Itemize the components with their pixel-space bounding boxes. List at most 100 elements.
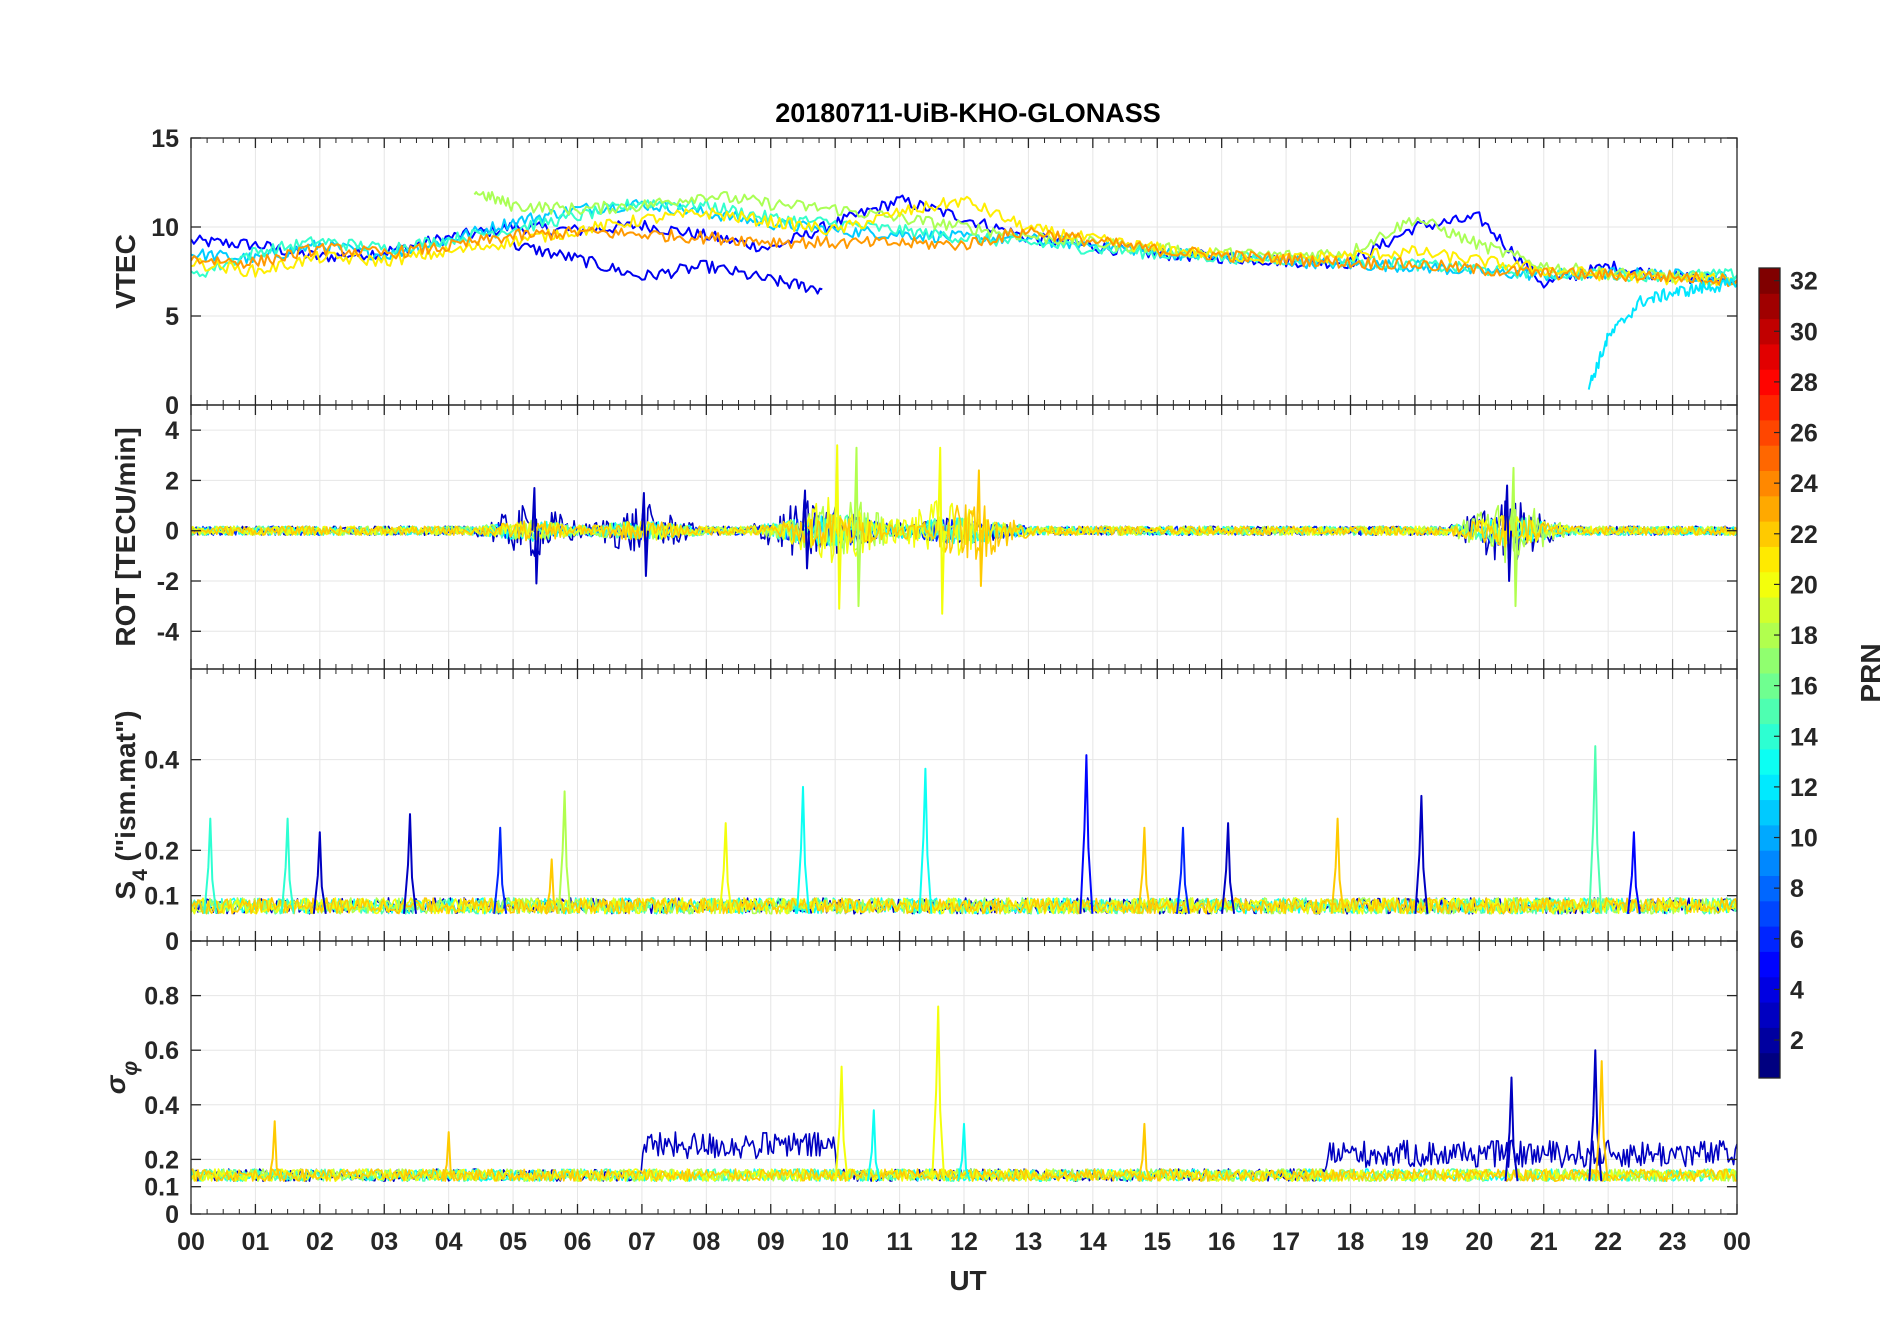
sigma-peak-2 <box>834 1065 849 1182</box>
y-tick-label: 4 <box>165 417 179 445</box>
colorbar-segment <box>1759 774 1780 801</box>
plot-area <box>191 745 1737 915</box>
colorbar-segment <box>1759 419 1780 446</box>
x-tick-label: 22 <box>1594 1228 1622 1256</box>
y-tick-label: 0.8 <box>144 983 179 1011</box>
axes: 00.10.2 0.4 0.6 0.8 <box>144 940 1738 1229</box>
x-tick-label: 05 <box>499 1228 527 1256</box>
vtec-series-prn-18 <box>473 191 1737 287</box>
x-tick-label: 20 <box>1465 1228 1493 1256</box>
y-tick-label: 0.1 <box>144 883 179 911</box>
s4-peak-17 <box>1626 831 1641 914</box>
colorbar-label: PRN <box>1855 643 1886 702</box>
sigma-series-prn-20 <box>191 1168 1737 1182</box>
colorbar-tick-label: 24 <box>1790 470 1818 498</box>
y-tick-label: 0 <box>165 1201 179 1229</box>
sigma-peak-7 <box>1504 1076 1519 1182</box>
x-tick-label: 04 <box>435 1228 463 1256</box>
rot-spike-7 <box>1510 466 1519 608</box>
sigma-series-prn-22 <box>191 1168 1737 1182</box>
rot-series-prn-20 <box>191 496 1737 564</box>
vtec-series-prn-22 <box>191 225 1737 288</box>
x-tick-label: 21 <box>1530 1228 1558 1256</box>
colorbar-segment <box>1759 976 1780 1003</box>
sigma-peak-5 <box>957 1122 971 1182</box>
s4-peak-7 <box>718 822 733 914</box>
colorbar-segment <box>1759 394 1780 421</box>
colorbar-segment <box>1759 647 1780 674</box>
x-tick-label: 18 <box>1337 1228 1365 1256</box>
rot-spike-3 <box>834 444 843 610</box>
rot-series-prn-22 <box>191 504 1737 560</box>
y-tick-label: 0.4 <box>144 747 179 775</box>
rot-spike-0 <box>531 487 540 585</box>
y-tick-label: -2 <box>157 568 179 596</box>
x-tick-label: 13 <box>1015 1228 1043 1256</box>
colorbar-segment <box>1759 698 1780 725</box>
s4-peak-2 <box>312 831 327 914</box>
x-tick-label: 01 <box>242 1228 270 1256</box>
rot-series-prn-18 <box>191 501 1737 564</box>
colorbar-tick-label: 18 <box>1790 622 1818 650</box>
s4-peak-9 <box>918 767 933 914</box>
y-axis-label: σφ <box>100 1061 142 1095</box>
colorbar-segment <box>1759 1052 1780 1079</box>
plot-area <box>191 191 1737 390</box>
colorbar-segment <box>1759 824 1780 851</box>
colorbar-tick-label: 30 <box>1790 318 1818 346</box>
axes: 0 0.1 0.2 0.4 <box>144 668 1738 956</box>
x-tick-label: 14 <box>1079 1228 1107 1256</box>
rot-spike-2 <box>802 489 810 570</box>
colorbar-segment <box>1759 1027 1780 1054</box>
sigma-peak-3 <box>866 1109 881 1182</box>
y-axis-label: S4 ("ism.mat") <box>110 710 152 899</box>
colorbar-segment <box>1759 597 1780 623</box>
y-tick-label: 0 <box>165 392 179 420</box>
axes: 0 5 10 15 <box>151 125 1738 420</box>
x-tick-label: 12 <box>950 1228 978 1256</box>
s4-peak-13 <box>1221 822 1236 914</box>
y-axis-label: VTEC <box>110 234 141 309</box>
s4-peak-1 <box>280 817 295 914</box>
panel-1: 0 5 10 15 VTEC <box>110 125 1738 420</box>
y-tick-label: 2 <box>165 467 179 495</box>
sigma-peak-0 <box>267 1120 282 1182</box>
y-tick-label: 0.6 <box>144 1037 179 1065</box>
x-tick-label: 09 <box>757 1228 785 1256</box>
s4-peak-12 <box>1176 826 1190 914</box>
x-tick-label: 10 <box>821 1228 849 1256</box>
plot-area <box>191 444 1737 615</box>
colorbar-segment <box>1759 799 1780 826</box>
colorbar-tick-label: 20 <box>1790 571 1818 599</box>
panel-4: 00.10.2 0.4 0.6 0.8 σφ 00 01 02 03 04 05 06 07 08 09 10… <box>100 940 1751 1256</box>
sigma-peak-1 <box>441 1131 456 1182</box>
y-tick-label: 5 <box>165 303 179 331</box>
x-tick-label: 07 <box>628 1228 656 1256</box>
colorbar-segment <box>1759 673 1780 699</box>
s4-peak-15 <box>1414 794 1429 914</box>
vtec-series-prn-12 <box>1587 277 1737 390</box>
colorbar-segment <box>1759 571 1780 598</box>
panel-2: -4 -2 0 2 4 ROT [TECU/min] <box>110 404 1738 670</box>
x-tick-label: 00 <box>1723 1228 1751 1256</box>
colorbar-segment <box>1759 546 1780 573</box>
colorbar-segment <box>1759 521 1780 547</box>
colorbar-tick-label: 16 <box>1790 673 1818 701</box>
s4-peak-8 <box>796 785 810 914</box>
x-tick-label: 16 <box>1208 1228 1236 1256</box>
rot-spike-5 <box>937 446 946 615</box>
y-tick-label: -4 <box>157 618 179 646</box>
colorbar-tick-label: 12 <box>1790 774 1818 802</box>
colorbar-segment <box>1759 723 1780 750</box>
colorbar-tick-label: 4 <box>1790 976 1804 1004</box>
y-tick-label: 0.1 <box>144 1174 179 1202</box>
colorbar-tick-label: 10 <box>1790 825 1818 853</box>
colorbar-segment <box>1759 470 1780 497</box>
panel-3: 0 0.1 0.2 0.4S4 ("ism.mat") <box>110 668 1738 956</box>
s4-peak-4 <box>493 826 508 914</box>
x-tick-label: 06 <box>564 1228 592 1256</box>
colorbar-segment <box>1759 369 1780 396</box>
